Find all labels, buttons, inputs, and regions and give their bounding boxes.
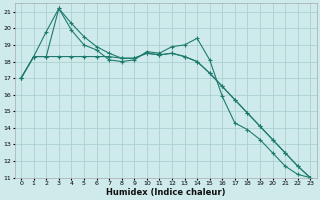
X-axis label: Humidex (Indice chaleur): Humidex (Indice chaleur) <box>106 188 225 197</box>
